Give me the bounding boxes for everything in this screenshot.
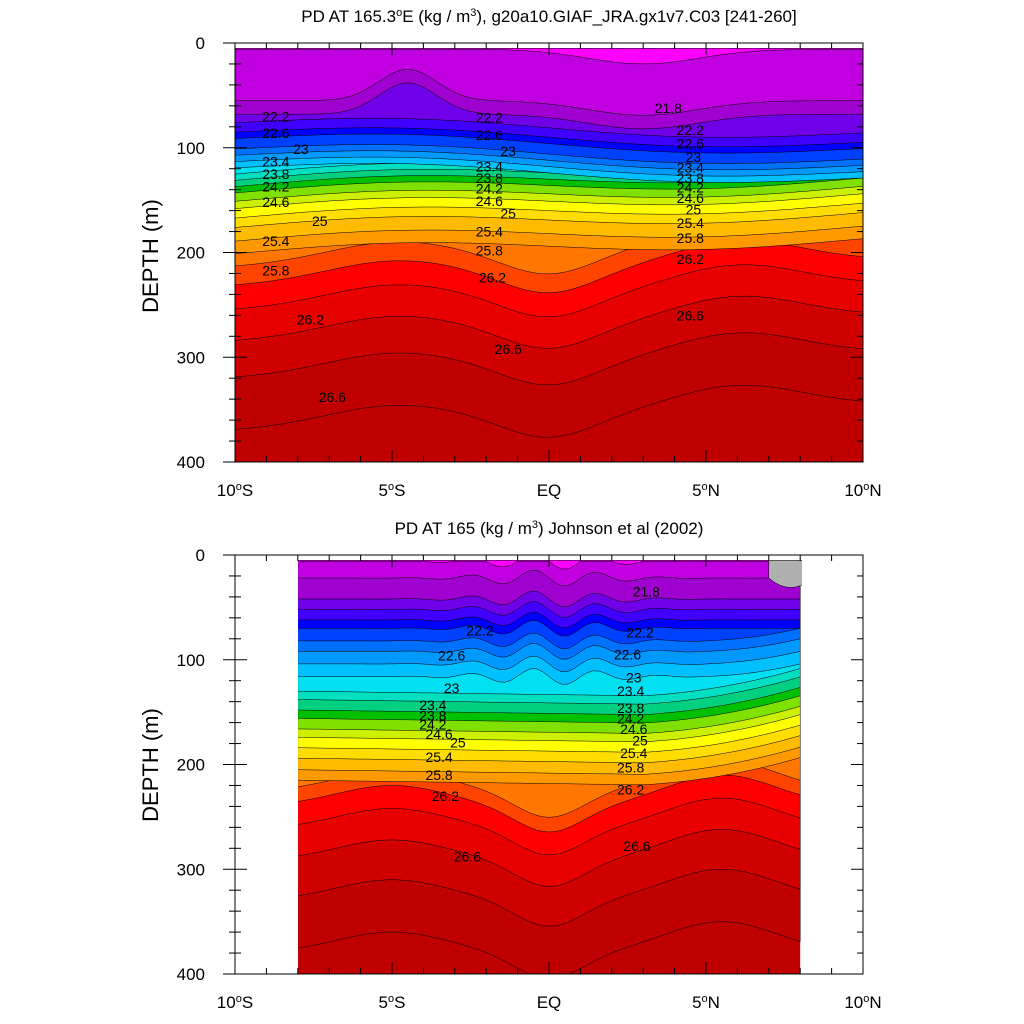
contour-label: 26.2 xyxy=(479,270,506,286)
contour-label: 23.8 xyxy=(476,170,503,186)
y-tick-label: 100 xyxy=(177,139,205,158)
contour-label: 22.2 xyxy=(626,625,653,641)
contour-label: 21.8 xyxy=(633,584,660,600)
contour-label: 23.4 xyxy=(677,160,704,176)
contour-label: 22.2 xyxy=(677,122,704,138)
contour-label: 23.8 xyxy=(677,170,704,186)
y-tick-label: 300 xyxy=(177,860,205,879)
contour-label: 24.2 xyxy=(617,710,644,726)
contour-label: 26.6 xyxy=(319,389,346,405)
contour-label: 25.4 xyxy=(620,745,647,761)
contour-label: 24.6 xyxy=(425,726,452,742)
x-tick-label: EQ xyxy=(537,993,562,1012)
contour-label: 25 xyxy=(312,213,328,229)
contour-label: 25.4 xyxy=(677,215,704,231)
contour-label: 25.8 xyxy=(476,242,503,258)
contour-label: 25.4 xyxy=(262,233,289,249)
contour-label: 24.6 xyxy=(262,194,289,210)
contour-band-22 xyxy=(235,48,863,116)
observed-axes: 0 100 200 300 400 10oS 5oS EQ 5oN 10oN xyxy=(177,546,882,1012)
x-tick-label: 5oS xyxy=(379,481,406,500)
contour-label: 23.4 xyxy=(476,159,503,175)
y-tick-label: 100 xyxy=(177,651,205,670)
contour-label: 23 xyxy=(293,141,309,157)
y-tick-label: 200 xyxy=(177,244,205,263)
contour-label: 26.2 xyxy=(297,312,324,328)
x-tick-label: 10oN xyxy=(844,993,881,1012)
contour-label: 23.8 xyxy=(262,166,289,182)
x-tick-label: 10oS xyxy=(217,993,253,1012)
contour-label: 23 xyxy=(444,680,460,696)
model-chart-title: PD AT 165.3oE (kg / m3), g20a10.GIAF_JRA… xyxy=(301,7,796,26)
contour-label: 23 xyxy=(686,149,702,165)
contour-label: 26.6 xyxy=(677,307,704,323)
model-axes: 0 100 200 300 400 10oS 5oS EQ 5oN 10oN xyxy=(177,34,882,500)
contour-label: 25 xyxy=(500,206,516,222)
contour-label: 25 xyxy=(450,735,466,751)
contour-label: 22.6 xyxy=(476,127,503,143)
y-tick-label: 0 xyxy=(196,546,205,565)
contour-label: 26.2 xyxy=(617,782,644,798)
observed-contour-fill xyxy=(298,560,802,974)
x-tick-label: 10oN xyxy=(844,481,881,500)
y-tick-label: 400 xyxy=(177,453,205,472)
contour-label: 25.8 xyxy=(262,262,289,278)
contour-label: 25.4 xyxy=(425,749,452,765)
observed-chart-title: PD AT 165 (kg / m3) Johnson et al (2002) xyxy=(395,519,704,538)
contour-label: 24.2 xyxy=(476,181,503,197)
contour-label: 26.6 xyxy=(623,838,650,854)
contour-label: 21.8 xyxy=(655,100,682,116)
x-tick-label: 10oS xyxy=(217,481,253,500)
contour-label: 25.8 xyxy=(677,230,704,246)
contour-label: 23.8 xyxy=(419,707,446,723)
contour-label: 25 xyxy=(632,732,648,748)
contour-label: 23 xyxy=(626,670,642,686)
x-tick-label: 5oS xyxy=(379,993,406,1012)
contour-label: 22.6 xyxy=(677,136,704,152)
y-tick-label: 300 xyxy=(177,348,205,367)
contour-label: 25.4 xyxy=(476,224,503,240)
observed-panel: PD AT 165 (kg / m3) Johnson et al (2002)… xyxy=(138,519,882,1012)
contour-band-22 xyxy=(298,560,801,587)
contour-label: 22.6 xyxy=(614,647,641,663)
contour-label: 22.6 xyxy=(262,125,289,141)
model-contour-fill xyxy=(235,48,863,462)
contour-label: 25.8 xyxy=(617,760,644,776)
missing-data-patch xyxy=(768,560,802,588)
contour-label: 26.6 xyxy=(495,341,522,357)
x-tick-label: EQ xyxy=(537,481,562,500)
contour-label: 26.2 xyxy=(677,251,704,267)
contour-label: 26.2 xyxy=(432,788,459,804)
y-tick-label: 0 xyxy=(196,34,205,53)
contour-label: 25.8 xyxy=(425,767,452,783)
contour-label: 24.2 xyxy=(677,180,704,196)
contour-label: 24.2 xyxy=(419,717,446,733)
contour-label: 23.4 xyxy=(262,153,289,169)
contour-band-21.8 xyxy=(298,560,801,570)
contour-label: 25 xyxy=(686,202,702,218)
contour-label: 24.6 xyxy=(620,721,647,737)
contour-label: 23.4 xyxy=(617,683,644,699)
y-tick-label: 400 xyxy=(177,965,205,984)
contour-label: 23.8 xyxy=(617,700,644,716)
contour-label: 24.6 xyxy=(476,193,503,209)
contour-label: 23 xyxy=(500,143,516,159)
model-y-axis-label: DEPTH (m) xyxy=(138,199,163,313)
observed-y-axis-label: DEPTH (m) xyxy=(138,708,163,822)
y-tick-label: 200 xyxy=(177,756,205,775)
contour-label: 24.2 xyxy=(262,179,289,195)
contour-label: 24.6 xyxy=(677,190,704,206)
x-tick-label: 5oN xyxy=(692,481,720,500)
contour-label: 23.4 xyxy=(419,697,446,713)
contour-label: 22.2 xyxy=(466,622,493,638)
contour-label: 26.6 xyxy=(454,849,481,865)
contour-label: 22.2 xyxy=(262,108,289,124)
contour-label: 22.2 xyxy=(476,109,503,125)
contour-label: 22.6 xyxy=(438,648,465,664)
x-tick-label: 5oN xyxy=(692,993,720,1012)
model-panel: PD AT 165.3oE (kg / m3), g20a10.GIAF_JRA… xyxy=(138,7,882,500)
